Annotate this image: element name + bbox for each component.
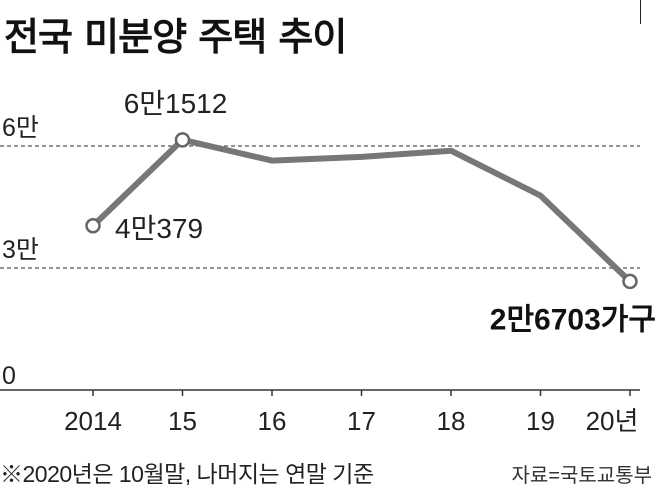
point-marker <box>622 273 638 290</box>
x-tick-label: 17 <box>347 406 376 436</box>
x-tick-label: 18 <box>437 406 466 436</box>
x-tick-label: 2014 <box>64 406 122 436</box>
point-markers <box>85 132 638 290</box>
series-line <box>90 136 633 285</box>
x-tick-label: 19 <box>526 406 555 436</box>
x-axis: 2014 15 16 17 18 19 20년 <box>0 389 640 436</box>
data-label: 6만1512 <box>124 88 228 119</box>
x-tick-label: 15 <box>168 406 197 436</box>
data-labels: 4만379 6만1512 2만6703가구 <box>115 88 656 337</box>
ytick-label: 6만 <box>2 114 39 142</box>
point-marker <box>174 132 191 148</box>
x-tick-label: 16 <box>258 406 287 436</box>
line-chart: 0 3만 6만 2014 15 16 17 18 19 20년 4만379 6만1512 2만670… <box>0 88 656 436</box>
source-credit: 자료=국토교통부 <box>511 465 652 487</box>
footnote: ※2020년은 10월말, 나머지는 연말 기준 <box>0 461 374 487</box>
data-label: 2만6703가구 <box>490 303 656 336</box>
series-polyline <box>90 136 633 285</box>
ytick-label: 0 <box>2 362 16 390</box>
ytick-label: 3만 <box>2 236 39 264</box>
chart-title: 전국 미분양 주택 추이 <box>4 15 347 59</box>
data-label: 4만379 <box>115 213 203 244</box>
x-tick-label: 20년 <box>586 406 639 436</box>
point-marker <box>85 218 101 234</box>
y-axis-ticks: 0 3만 6만 <box>2 114 39 390</box>
top-rule <box>640 0 641 24</box>
grid-lines <box>0 145 640 269</box>
